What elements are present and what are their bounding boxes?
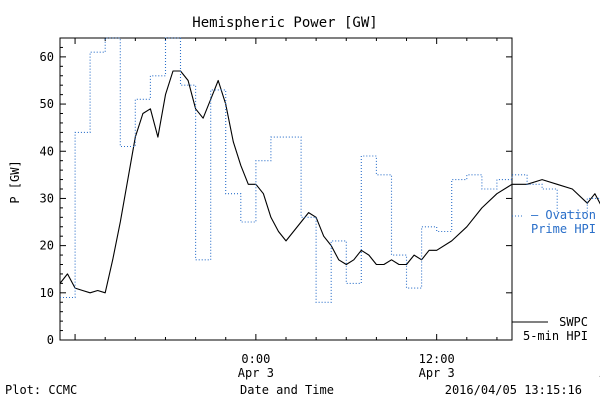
y-tick-label: 50 (40, 97, 54, 111)
legend-label-swpc: SWPC (559, 315, 588, 329)
y-tick-label: 60 (40, 50, 54, 64)
chart-title: Hemispheric Power [GW] (192, 15, 377, 31)
x-tick-label-date: Apr 3 (419, 366, 455, 380)
y-tick-label: 40 (40, 144, 54, 158)
legend-label-swpc: 5-min HPI (523, 329, 588, 343)
y-tick-label: 30 (40, 191, 54, 205)
x-tick-label-date: Apr 3 (238, 366, 274, 380)
footer-plot-credit: Plot: CCMC (5, 383, 77, 397)
plot-frame (59, 37, 513, 341)
series-line-swpc (59, 70, 600, 294)
x-tick-label-time: 12:00 (419, 352, 455, 366)
y-axis-label: P [GW] (8, 160, 22, 203)
footer-timestamp: 2016/04/05 13:15:16 (445, 383, 582, 397)
legend-label-ovation: Prime HPI (531, 222, 596, 236)
y-tick-label: 20 (40, 239, 54, 253)
series-line-ovation (60, 37, 600, 303)
y-tick-label: 10 (40, 286, 54, 300)
x-tick-label-time: 0:00 (241, 352, 270, 366)
x-axis-label: Date and Time (240, 383, 334, 397)
y-tick-label: 0 (47, 333, 54, 347)
legend-label-ovation: – Ovation (531, 208, 596, 222)
